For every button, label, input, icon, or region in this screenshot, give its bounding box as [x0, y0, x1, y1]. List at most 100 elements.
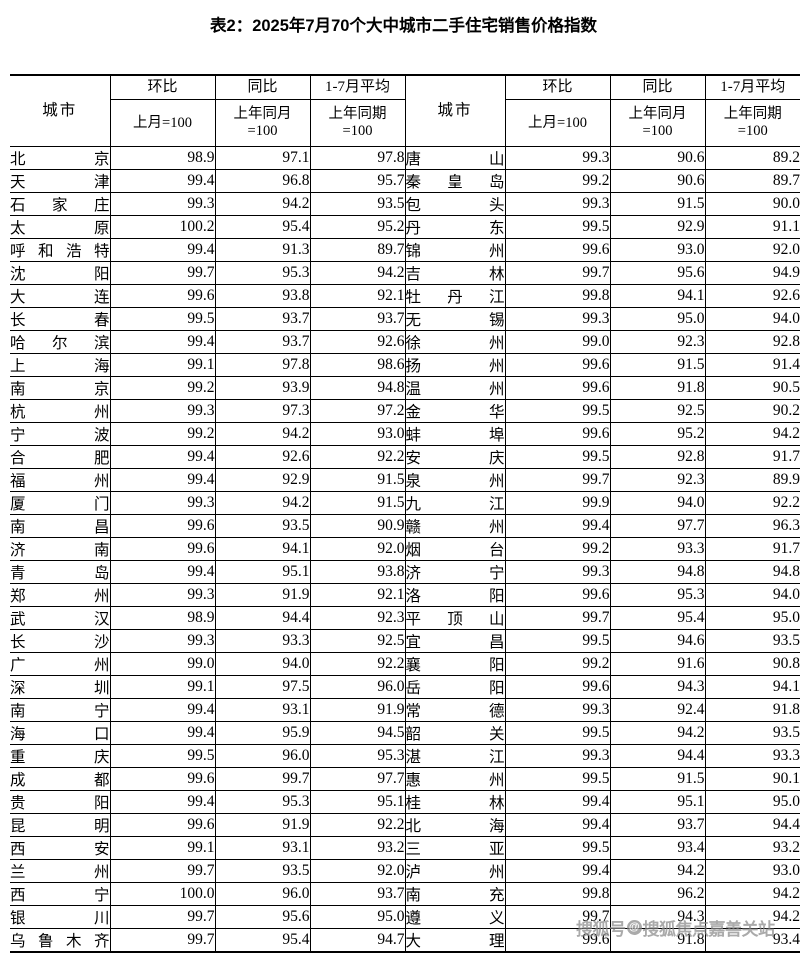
- cell-avg-left: 98.6: [309, 353, 406, 377]
- header-yoy-basis-left: 上年同月 =100: [214, 99, 311, 147]
- header-mom-left: 环比: [109, 74, 216, 100]
- cell-city-right: 大理: [404, 928, 506, 953]
- cell-avg-right: 94.1: [704, 675, 800, 699]
- cell-mom-right: 99.6: [504, 422, 611, 446]
- city-name: 合肥: [10, 450, 110, 467]
- city-name: 南昌: [10, 519, 110, 536]
- cell-avg-left: 91.5: [309, 468, 406, 492]
- cell-avg-left: 95.7: [309, 169, 406, 193]
- cell-city-right: 平顶山: [404, 606, 506, 630]
- city-name: 兰州: [10, 864, 110, 881]
- cell-yoy-right: 96.2: [609, 882, 706, 906]
- cell-mom-right: 99.0: [504, 330, 611, 354]
- cell-avg-left: 91.9: [309, 698, 406, 722]
- cell-yoy-right: 95.1: [609, 790, 706, 814]
- cell-mom-left: 99.4: [109, 468, 216, 492]
- city-name: 石家庄: [10, 197, 110, 214]
- cell-yoy-left: 99.7: [214, 767, 311, 791]
- cell-city-right: 蚌埠: [404, 422, 506, 446]
- cell-yoy-right: 92.9: [609, 215, 706, 239]
- cell-mom-left: 99.4: [109, 560, 216, 584]
- cell-avg-left: 92.2: [309, 813, 406, 837]
- cell-avg-left: 93.0: [309, 422, 406, 446]
- cell-avg-left: 94.8: [309, 376, 406, 400]
- header-yoy-basis-left-line1: 上年同月: [233, 106, 292, 123]
- city-name: 洛阳: [405, 588, 505, 605]
- cell-avg-right: 94.2: [704, 882, 800, 906]
- cell-mom-right: 99.3: [504, 560, 611, 584]
- city-name: 南京: [10, 381, 110, 398]
- cell-mom-left: 99.7: [109, 261, 216, 285]
- header-city-left: 城市: [10, 74, 111, 147]
- city-name: 沈阳: [10, 266, 110, 283]
- table-row: 北京 98.9 97.1 97.8 唐山 99.3 90.6 89.2: [10, 146, 800, 170]
- cell-avg-right: 91.1: [704, 215, 800, 239]
- cell-yoy-right: 95.6: [609, 261, 706, 285]
- cell-avg-right: 96.3: [704, 514, 800, 538]
- header-row-sub: 上月=100 上年同月 =100 上年同期 =100 上月=100 上年同月 =…: [10, 99, 800, 147]
- header-avg-basis-right: 上年同期 =100: [704, 99, 800, 147]
- cell-yoy-left: 97.8: [214, 353, 311, 377]
- cell-mom-left: 99.4: [109, 721, 216, 745]
- table-row: 长沙 99.3 93.3 92.5 宜昌 99.5 94.6 93.5: [10, 629, 800, 653]
- cell-city-left: 石家庄: [10, 192, 111, 216]
- cell-mom-right: 99.7: [504, 261, 611, 285]
- cell-yoy-left: 96.8: [214, 169, 311, 193]
- cell-mom-left: 99.2: [109, 376, 216, 400]
- cell-mom-right: 99.6: [504, 353, 611, 377]
- cell-avg-left: 92.5: [309, 629, 406, 653]
- cell-city-left: 厦门: [10, 491, 111, 515]
- cell-city-right: 桂林: [404, 790, 506, 814]
- cell-mom-left: 99.4: [109, 698, 216, 722]
- cell-mom-right: 99.6: [504, 583, 611, 607]
- cell-city-left: 沈阳: [10, 261, 111, 285]
- cell-avg-left: 90.9: [309, 514, 406, 538]
- cell-avg-left: 94.5: [309, 721, 406, 745]
- page-title: 表2：2025年7月70个大中城市二手住宅销售价格指数: [210, 17, 597, 35]
- header-mom-right: 环比: [504, 74, 611, 100]
- cell-city-right: 泉州: [404, 468, 506, 492]
- cell-mom-right: 99.4: [504, 514, 611, 538]
- cell-city-left: 西宁: [10, 882, 111, 906]
- cell-city-left: 南昌: [10, 514, 111, 538]
- cell-avg-right: 90.0: [704, 192, 800, 216]
- cell-mom-left: 99.6: [109, 537, 216, 561]
- cell-avg-left: 97.2: [309, 399, 406, 423]
- city-name: 青岛: [10, 565, 110, 582]
- cell-yoy-left: 93.3: [214, 629, 311, 653]
- table-row: 福州 99.4 92.9 91.5 泉州 99.7 92.3 89.9: [10, 468, 800, 492]
- city-name: 襄阳: [405, 657, 505, 674]
- cell-yoy-right: 92.8: [609, 445, 706, 469]
- cell-avg-left: 95.0: [309, 905, 406, 929]
- cell-mom-left: 99.4: [109, 169, 216, 193]
- city-name: 宁波: [10, 427, 110, 444]
- cell-city-right: 九江: [404, 491, 506, 515]
- cell-mom-left: 99.4: [109, 790, 216, 814]
- cell-avg-right: 94.0: [704, 583, 800, 607]
- table-row: 西安 99.1 93.1 93.2 三亚 99.5 93.4 93.2: [10, 836, 800, 860]
- table-row: 太原 100.2 95.4 95.2 丹东 99.5 92.9 91.1: [10, 215, 800, 239]
- city-name: 无锡: [405, 312, 505, 329]
- cell-yoy-right: 95.0: [609, 307, 706, 331]
- city-name: 安庆: [405, 450, 505, 467]
- table-row: 合肥 99.4 92.6 92.2 安庆 99.5 92.8 91.7: [10, 445, 800, 469]
- city-name: 银川: [10, 910, 110, 927]
- cell-city-left: 成都: [10, 767, 111, 791]
- cell-city-left: 银川: [10, 905, 111, 929]
- cell-city-right: 北海: [404, 813, 506, 837]
- cell-mom-right: 99.7: [504, 905, 611, 929]
- city-name: 泸州: [405, 864, 505, 881]
- cell-yoy-left: 91.9: [214, 813, 311, 837]
- cell-avg-right: 89.7: [704, 169, 800, 193]
- city-name: 济宁: [405, 565, 505, 582]
- cell-yoy-right: 94.2: [609, 721, 706, 745]
- cell-avg-right: 90.8: [704, 652, 800, 676]
- cell-yoy-right: 90.6: [609, 169, 706, 193]
- city-name: 唐山: [405, 151, 505, 168]
- cell-mom-right: 99.5: [504, 721, 611, 745]
- cell-mom-right: 99.4: [504, 859, 611, 883]
- table-row: 武汉 98.9 94.4 92.3 平顶山 99.7 95.4 95.0: [10, 606, 800, 630]
- cell-city-left: 乌鲁木齐: [10, 928, 111, 953]
- table-row: 乌鲁木齐 99.7 95.4 94.7 大理 99.6 91.8 93.4: [10, 928, 800, 953]
- cell-mom-left: 99.0: [109, 652, 216, 676]
